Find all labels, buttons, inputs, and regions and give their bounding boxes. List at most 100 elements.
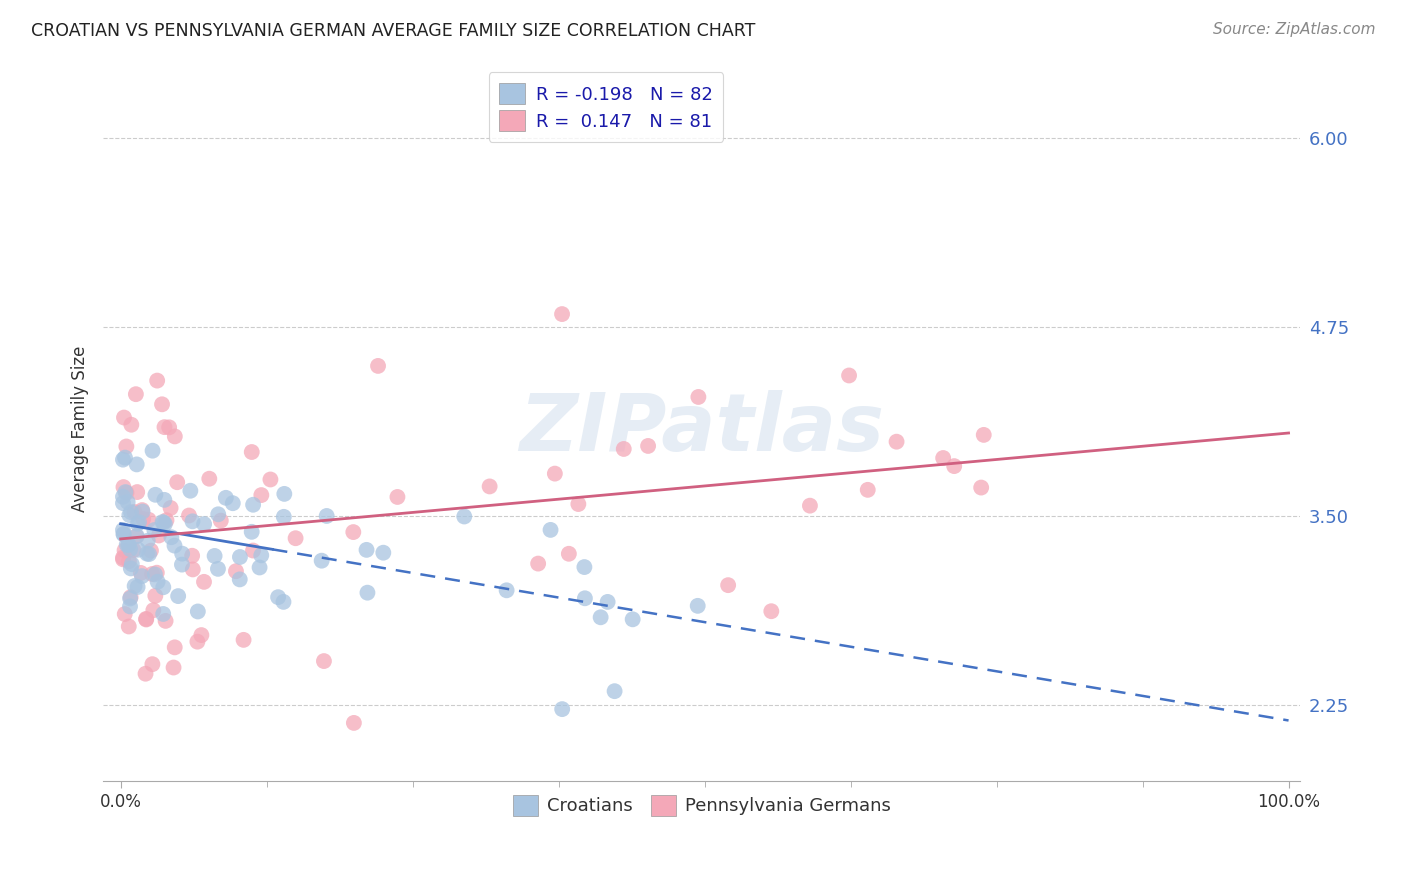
Pennsylvania Germans — [186, 634, 208, 648]
Pennsylvania Germans — [120, 591, 142, 605]
Pennsylvania Germans — [232, 632, 254, 647]
Pennsylvania Germans — [132, 512, 155, 526]
Croatians — [603, 684, 626, 698]
Pennsylvania Germans — [259, 473, 281, 487]
Croatians — [125, 458, 148, 472]
Croatians — [118, 599, 141, 614]
Croatians — [121, 557, 143, 571]
Pennsylvania Germans — [177, 508, 200, 523]
Pennsylvania Germans — [181, 549, 204, 563]
Croatians — [207, 562, 229, 576]
Croatians — [127, 516, 149, 531]
Croatians — [128, 515, 150, 529]
Croatians — [222, 496, 245, 510]
Pennsylvania Germans — [970, 481, 993, 495]
Pennsylvania Germans — [163, 640, 186, 655]
Pennsylvania Germans — [312, 654, 335, 668]
Croatians — [551, 702, 574, 716]
Croatians — [179, 483, 201, 498]
Pennsylvania Germans — [190, 628, 212, 642]
Croatians — [273, 509, 295, 524]
Croatians — [114, 450, 136, 465]
Croatians — [215, 491, 238, 505]
Croatians — [120, 591, 142, 606]
Pennsylvania Germans — [367, 359, 389, 373]
Croatians — [356, 542, 378, 557]
Pennsylvania Germans — [111, 550, 134, 565]
Croatians — [112, 527, 135, 541]
Croatians — [125, 529, 148, 543]
Croatians — [596, 595, 619, 609]
Pennsylvania Germans — [932, 450, 955, 465]
Pennsylvania Germans — [250, 488, 273, 502]
Pennsylvania Germans — [637, 439, 659, 453]
Croatians — [117, 538, 139, 552]
Pennsylvania Germans — [159, 500, 181, 515]
Pennsylvania Germans — [112, 410, 135, 425]
Croatians — [249, 560, 271, 574]
Pennsylvania Germans — [856, 483, 879, 497]
Pennsylvania Germans — [162, 660, 184, 674]
Croatians — [152, 515, 174, 529]
Croatians — [127, 580, 149, 594]
Croatians — [145, 488, 167, 502]
Pennsylvania Germans — [198, 472, 221, 486]
Croatians — [207, 508, 229, 522]
Croatians — [120, 542, 142, 557]
Pennsylvania Germans — [478, 479, 501, 493]
Pennsylvania Germans — [143, 589, 166, 603]
Pennsylvania Germans — [115, 485, 138, 500]
Croatians — [356, 585, 378, 599]
Croatians — [495, 583, 517, 598]
Pennsylvania Germans — [387, 490, 409, 504]
Croatians — [143, 523, 166, 537]
Pennsylvania Germans — [125, 387, 148, 401]
Pennsylvania Germans — [118, 554, 141, 568]
Pennsylvania Germans — [141, 567, 163, 582]
Croatians — [574, 591, 596, 606]
Pennsylvania Germans — [148, 528, 170, 542]
Pennsylvania Germans — [343, 715, 366, 730]
Croatians — [111, 452, 134, 467]
Croatians — [167, 589, 190, 603]
Pennsylvania Germans — [139, 543, 162, 558]
Pennsylvania Germans — [153, 420, 176, 434]
Croatians — [250, 549, 273, 563]
Croatians — [117, 538, 139, 552]
Croatians — [373, 546, 395, 560]
Pennsylvania Germans — [973, 428, 995, 442]
Croatians — [136, 533, 159, 548]
Croatians — [114, 485, 136, 500]
Croatians — [111, 496, 134, 510]
Croatians — [273, 595, 295, 609]
Pennsylvania Germans — [544, 467, 567, 481]
Pennsylvania Germans — [886, 434, 908, 449]
Croatians — [120, 561, 142, 575]
Pennsylvania Germans — [163, 429, 186, 443]
Pennsylvania Germans — [181, 562, 204, 576]
Croatians — [153, 492, 176, 507]
Pennsylvania Germans — [118, 619, 141, 633]
Pennsylvania Germans — [135, 613, 157, 627]
Croatians — [204, 549, 226, 563]
Croatians — [127, 542, 149, 557]
Pennsylvania Germans — [129, 566, 152, 580]
Pennsylvania Germans — [284, 531, 307, 545]
Croatians — [273, 487, 295, 501]
Croatians — [111, 490, 134, 504]
Croatians — [172, 547, 194, 561]
Pennsylvania Germans — [115, 440, 138, 454]
Legend: Croatians, Pennsylvania Germans: Croatians, Pennsylvania Germans — [503, 786, 900, 825]
Text: CROATIAN VS PENNSYLVANIA GERMAN AVERAGE FAMILY SIZE CORRELATION CHART: CROATIAN VS PENNSYLVANIA GERMAN AVERAGE … — [31, 22, 755, 40]
Pennsylvania Germans — [567, 497, 589, 511]
Pennsylvania Germans — [127, 485, 149, 500]
Pennsylvania Germans — [150, 397, 173, 411]
Pennsylvania Germans — [558, 547, 581, 561]
Croatians — [686, 599, 709, 613]
Pennsylvania Germans — [799, 499, 821, 513]
Croatians — [589, 610, 612, 624]
Pennsylvania Germans — [146, 566, 169, 580]
Croatians — [136, 547, 159, 561]
Croatians — [111, 523, 134, 537]
Croatians — [152, 580, 174, 594]
